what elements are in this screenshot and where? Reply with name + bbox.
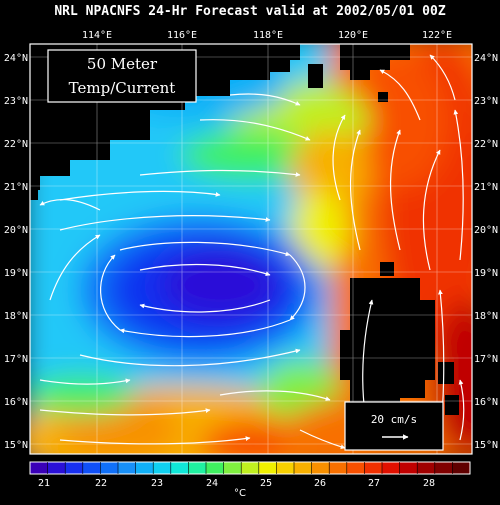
- colorbar-tick-label: 28: [423, 478, 435, 489]
- colorbar-tick-label: 27: [368, 478, 380, 489]
- colorbar-swatch: [452, 462, 471, 474]
- longitude-ticks: 114°E 116°E 118°E 120°E 122°E: [82, 30, 452, 41]
- lat-tick-label-right: 16°N: [474, 397, 498, 408]
- map-border: [29, 43, 473, 455]
- lat-tick-label-left: 23°N: [4, 96, 28, 107]
- lat-tick-label-right: 19°N: [474, 268, 498, 279]
- colorbar-swatch: [258, 462, 277, 474]
- colorbar-swatch: [294, 462, 313, 474]
- lat-tick-label-right: 20°N: [474, 225, 498, 236]
- lat-tick-label-right: 17°N: [474, 354, 498, 365]
- lon-tick-label: 114°E: [82, 30, 112, 41]
- reference-vector-box: [344, 401, 444, 451]
- colorbar-swatch: [170, 462, 189, 474]
- lat-tick-label-left: 15°N: [4, 440, 28, 451]
- colorbar-tick-label: 23: [151, 478, 163, 489]
- colorbar-swatch: [65, 462, 84, 474]
- colorbar-swatch: [311, 462, 330, 474]
- current-vectors: [39, 54, 465, 450]
- colorbar-swatch: [399, 462, 418, 474]
- lon-tick-label: 120°E: [338, 30, 368, 41]
- colorbar-swatch: [364, 462, 383, 474]
- colorbar-tick-label: 21: [38, 478, 50, 489]
- colorbar-swatch: [329, 462, 348, 474]
- colorbar-swatch: [135, 462, 154, 474]
- colorbar-swatch: [100, 462, 119, 474]
- colorbar-tick-label: 22: [95, 478, 107, 489]
- lat-tick-label-left: 20°N: [4, 225, 28, 236]
- lat-tick-label-right: 18°N: [474, 311, 498, 322]
- colorbar-swatch: [153, 462, 172, 474]
- colorbar-swatch: [382, 462, 401, 474]
- inset-line-1: 50 Meter: [87, 55, 158, 73]
- lat-tick-label-left: 21°N: [4, 182, 28, 193]
- temperature-field: [30, 44, 472, 454]
- colorbar-labels: 21 22 23 24 25 26 27 28: [38, 478, 435, 489]
- colorbar-swatch: [241, 462, 260, 474]
- lat-tick-label-right: 24°N: [474, 53, 498, 64]
- colorbar-swatch: [47, 462, 66, 474]
- colorbar-swatch: [417, 462, 436, 474]
- colorbar-swatch: [30, 462, 49, 474]
- lat-tick-label-left: 19°N: [4, 268, 28, 279]
- lat-tick-label-left: 17°N: [4, 354, 28, 365]
- graticule: [30, 44, 472, 454]
- figure-title: NRL NPACNFS 24-Hr Forecast valid at 2002…: [54, 4, 446, 19]
- colorbar: [29, 461, 471, 475]
- lat-tick-label-right: 22°N: [474, 139, 498, 150]
- reference-vector-label: 20 cm/s: [371, 413, 417, 426]
- colorbar-unit: °C: [234, 488, 246, 499]
- lat-tick-label-left: 24°N: [4, 53, 28, 64]
- lat-tick-label-left: 22°N: [4, 139, 28, 150]
- lat-tick-label-right: 23°N: [474, 96, 498, 107]
- lat-tick-label-right: 21°N: [474, 182, 498, 193]
- inset-line-2: Temp/Current: [69, 79, 176, 97]
- latitude-ticks: 24°N 24°N 23°N 23°N 22°N 22°N 21°N 21°N 20°N 20°N…: [4, 53, 498, 451]
- colorbar-tick-label: 25: [260, 478, 272, 489]
- colorbar-swatch: [223, 462, 242, 474]
- lat-tick-label-left: 16°N: [4, 397, 28, 408]
- lat-tick-label-left: 18°N: [4, 311, 28, 322]
- lon-tick-label: 122°E: [422, 30, 452, 41]
- colorbar-outline: [29, 461, 471, 475]
- colorbar-swatch: [346, 462, 365, 474]
- lon-tick-label: 118°E: [253, 30, 283, 41]
- colorbar-swatch: [206, 462, 225, 474]
- colorbar-swatch: [118, 462, 137, 474]
- lon-tick-label: 116°E: [167, 30, 197, 41]
- colorbar-swatch: [82, 462, 101, 474]
- colorbar-tick-label: 24: [206, 478, 218, 489]
- colorbar-swatch: [188, 462, 207, 474]
- colorbar-swatch: [434, 462, 453, 474]
- colorbar-swatch: [276, 462, 295, 474]
- lat-tick-label-right: 15°N: [474, 440, 498, 451]
- inset-label-box: 50 Meter Temp/Current: [47, 49, 197, 103]
- colorbar-tick-label: 26: [314, 478, 326, 489]
